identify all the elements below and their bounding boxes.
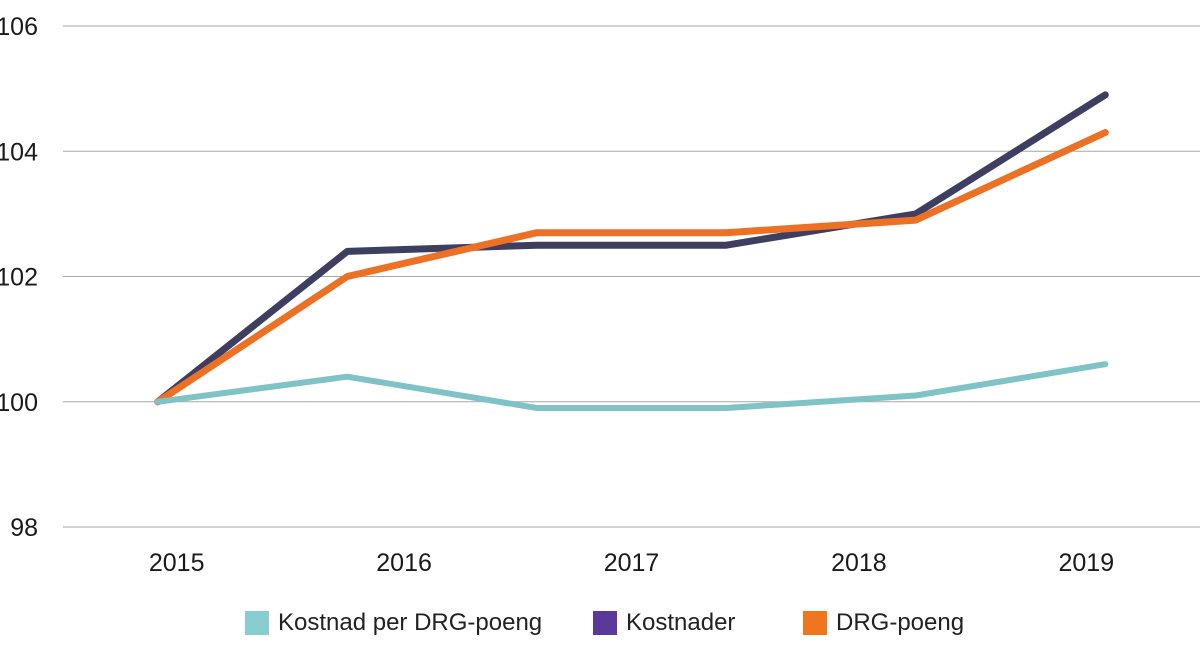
legend: Kostnad per DRG-poeng Kostnader DRG-poen…: [0, 611, 1200, 637]
legend-swatch-kostnad-per-drg-poeng-icon: [245, 611, 269, 635]
x-tick-label-2015: 2015: [149, 549, 205, 577]
y-tick-label-106: 106: [0, 13, 38, 41]
legend-label-kostnad-per-drg-poeng: Kostnad per DRG-poeng: [278, 609, 543, 636]
series-line-kostnader: [154, 91, 1109, 406]
y-tick-label-104: 104: [0, 138, 38, 166]
legend-label-drg-poeng: DRG-poeng: [836, 609, 965, 636]
series-line-drg-poeng: [154, 129, 1109, 406]
legend-swatch-drg-poeng-icon: [803, 611, 827, 635]
legend-item-drg-poeng: DRG-poeng: [803, 611, 964, 635]
x-tick-label-2018: 2018: [831, 549, 887, 577]
y-tick-label-102: 102: [0, 264, 38, 292]
legend-swatch-kostnader-icon: [593, 611, 617, 635]
legend-item-kostnad-per-drg-poeng: Kostnad per DRG-poeng: [245, 611, 542, 635]
x-tick-label-2019: 2019: [1058, 549, 1114, 577]
legend-item-kostnader: Kostnader: [593, 611, 735, 635]
legend-label-kostnader: Kostnader: [626, 609, 736, 636]
x-tick-label-2017: 2017: [604, 549, 660, 577]
y-tick-label-98: 98: [10, 514, 38, 542]
x-tick-label-2016: 2016: [376, 549, 432, 577]
series-line-kostnad-per-drg-poeng: [154, 361, 1109, 411]
y-tick-label-100: 100: [0, 389, 38, 417]
